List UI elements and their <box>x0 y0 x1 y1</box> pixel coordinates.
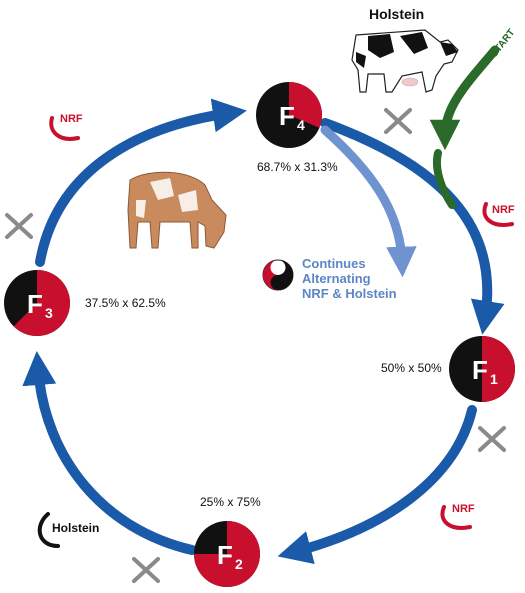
generation-label-f2: F <box>217 540 233 570</box>
continues-arrow <box>320 125 417 278</box>
continues-line-2: Alternating <box>302 271 371 286</box>
nrf-logo-top-left: NRF <box>49 113 83 141</box>
generation-subscript-f1: 1 <box>490 371 498 387</box>
generation-label-f4: F <box>279 101 295 131</box>
cycle-arrow-f3-to-f4 <box>35 98 247 267</box>
generation-subscript-f4: 4 <box>297 117 305 133</box>
red-cow-image <box>127 171 227 249</box>
cross-icon-top <box>384 108 412 134</box>
continues-label: Continues Alternating NRF & Holstein <box>302 256 397 301</box>
ratio-f3: 37.5% x 62.5% <box>85 296 166 310</box>
cross-icon-bottom <box>132 557 160 583</box>
nrf-logo-text: NRF <box>492 204 515 216</box>
cycle-arrow-f1-to-f2 <box>277 405 477 565</box>
swirl-logo-icon <box>262 259 294 291</box>
ratio-f4: 68.7% x 31.3% <box>257 160 338 174</box>
start-label: START <box>489 27 518 59</box>
holstein-logo: Holstein <box>37 512 99 548</box>
holstein-title: Holstein <box>369 6 425 22</box>
continues-line-3: NRF & Holstein <box>302 286 397 301</box>
nrf-logo-text: NRF <box>452 503 475 515</box>
generation-label-f1: F <box>472 355 488 385</box>
generation-node-f4: F 4 <box>256 82 323 148</box>
continues-line-1: Continues <box>302 256 366 271</box>
generation-node-f3: F 3 <box>4 270 71 336</box>
start-arrow-lower-segment <box>433 149 456 209</box>
generation-subscript-f3: 3 <box>45 305 53 321</box>
generation-subscript-f2: 2 <box>235 556 243 572</box>
generation-node-f2: F 2 <box>194 521 260 587</box>
holstein-logo-text: Holstein <box>52 521 99 535</box>
nrf-logo-text: NRF <box>60 113 83 125</box>
cross-icon-right <box>478 426 506 452</box>
ratio-f2: 25% x 75% <box>200 495 261 509</box>
cross-icon-left <box>5 213 33 239</box>
generation-pie-f3 <box>13 270 71 336</box>
generation-label-f3: F <box>27 289 43 319</box>
ratio-f1: 50% x 50% <box>381 361 442 375</box>
generation-pie-f2 <box>194 521 260 587</box>
generation-node-f1: F 1 <box>449 336 515 402</box>
nrf-logo-right: NRF <box>482 202 515 227</box>
holstein-cow-image <box>351 29 459 93</box>
cycle-arrow-f2-to-f3 <box>22 351 197 555</box>
generation-pie-f1 <box>482 336 515 402</box>
nrf-logo-bottom-right: NRF <box>440 503 475 530</box>
generation-pie-f4 <box>289 82 323 128</box>
start-arrow <box>429 45 500 151</box>
